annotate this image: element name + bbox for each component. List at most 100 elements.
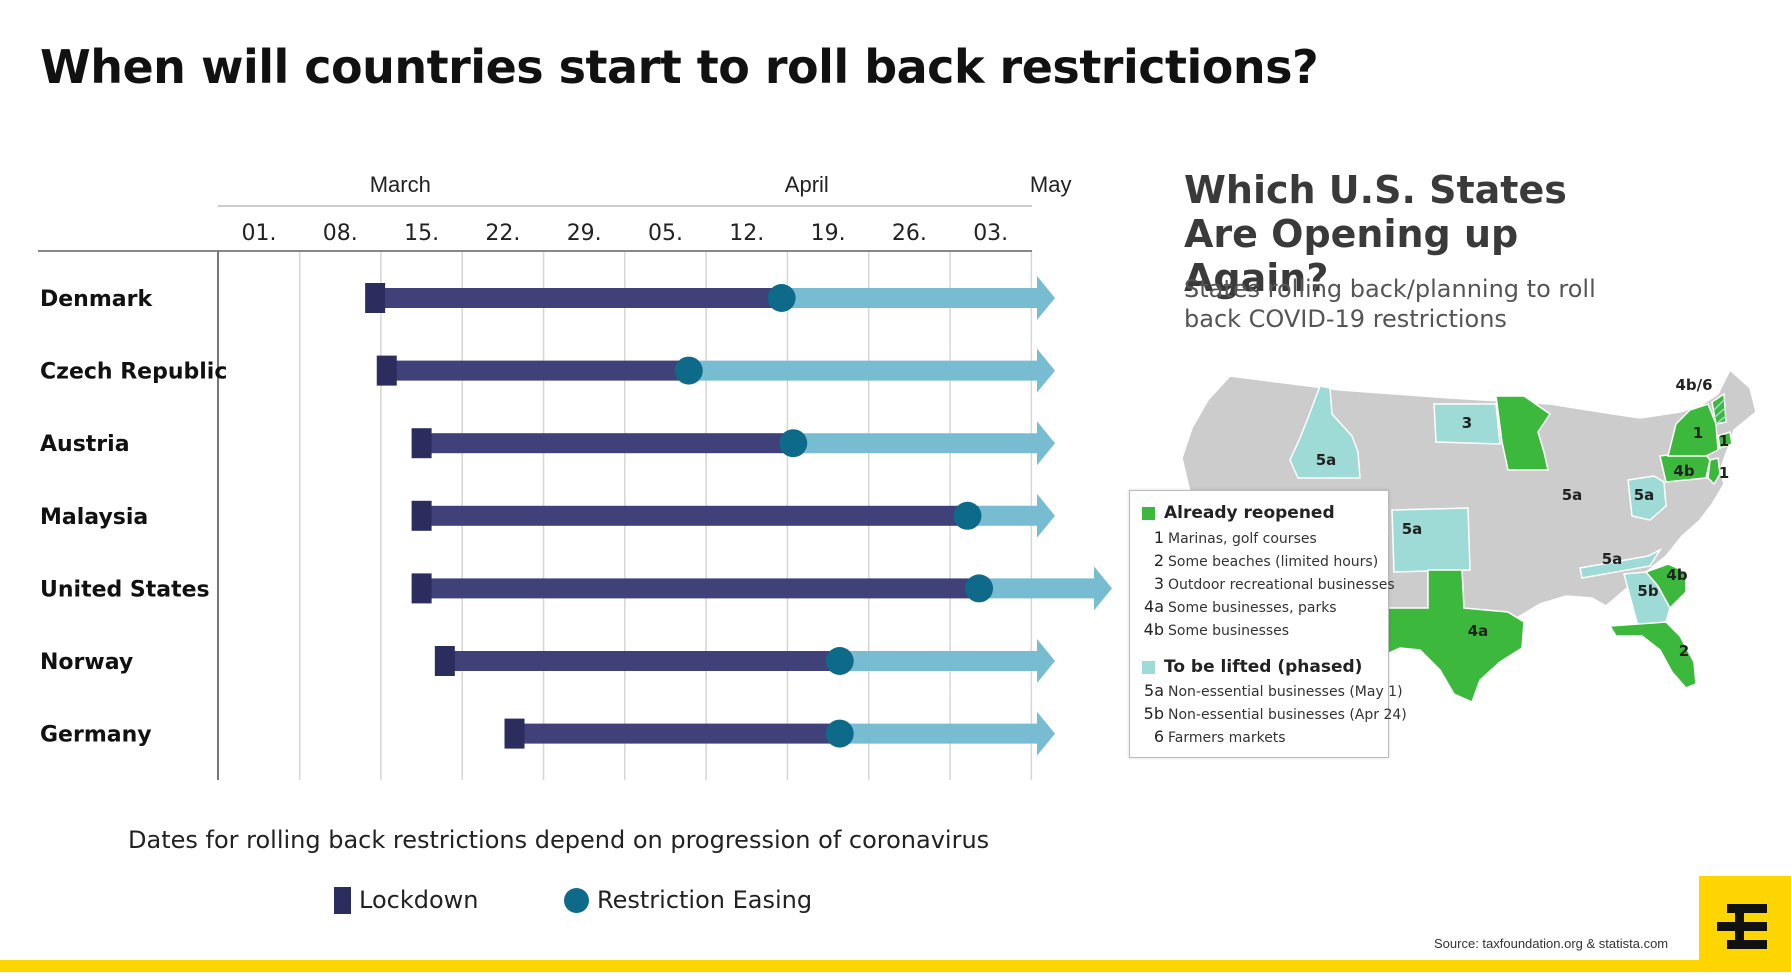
tick-label: 22.	[485, 221, 520, 246]
easing-marker	[674, 356, 703, 385]
month-labels: March April May	[370, 172, 1072, 197]
map-region-label: 5a	[1602, 550, 1623, 568]
country-rows: Denmark Czech Republic Austria Malaysia Unit…	[40, 276, 1112, 756]
legend-item: 4a Some businesses, parks	[1138, 597, 1337, 616]
state-south-carolina	[1644, 563, 1687, 610]
legend-item-code: 4b	[1143, 620, 1164, 639]
map-region-label: 4b/6	[1675, 376, 1712, 394]
easing-marker	[825, 719, 854, 748]
legend-item-code: 5b	[1143, 704, 1164, 723]
lockdown-bar	[421, 505, 968, 526]
map-region-label: 4b	[1666, 566, 1687, 584]
map-region-label: 5a	[1634, 486, 1655, 504]
easing-marker	[825, 647, 854, 675]
lockdown-bar	[421, 433, 794, 454]
map-region-label: 1	[1719, 432, 1729, 450]
map-region-label: 5a	[1562, 486, 1583, 504]
tick-label: 26.	[892, 221, 927, 246]
map-legend: Already reopened 1 Marinas, golf courses…	[1129, 490, 1407, 758]
map-title: Which U.S. States Are Opening up Again?	[1184, 168, 1567, 300]
timeline-chart: March April May 01. 08. 15. 22. 29. 05. 12. 19. 26…	[38, 172, 1112, 780]
country-row: Czech Republic	[40, 348, 1055, 393]
country-row: Norway	[40, 639, 1055, 683]
easing-marker	[953, 501, 982, 530]
legend-item-code: 4a	[1144, 597, 1164, 616]
vermont-hatch	[1713, 399, 1727, 425]
country-label: Czech Republic	[40, 360, 227, 385]
lockdown-bar	[421, 578, 980, 599]
easing-arrow	[979, 566, 1112, 611]
legend-item: 3 Outdoor recreational businesses	[1138, 574, 1395, 593]
legend-item: 2 Some beaches (limited hours)	[1138, 551, 1378, 570]
map-region-label: 5a	[1316, 451, 1337, 469]
state-florida	[1608, 621, 1697, 689]
legend-item: 6 Farmers markets	[1138, 727, 1286, 746]
map-region-label: 4b	[1673, 462, 1694, 480]
legend-item-text: Some businesses, parks	[1168, 600, 1337, 616]
tick-labels: 01. 08. 15. 22. 29. 05. 12. 19. 26. 03.	[242, 221, 1009, 246]
legend-item-code: 2	[1153, 551, 1164, 570]
tick-label: 08.	[323, 221, 358, 246]
map-region-label: 1	[1693, 424, 1703, 442]
legend-item-text: Farmers markets	[1168, 730, 1286, 746]
lockdown-swatch	[334, 886, 351, 914]
legend-lockdown: Lockdown	[334, 886, 478, 914]
month-label: April	[785, 172, 829, 197]
country-row: United States	[40, 566, 1112, 611]
legend-item-text: Some businesses	[1168, 623, 1290, 639]
legend-item: 4b Some businesses	[1138, 620, 1289, 639]
country-label: Norway	[40, 650, 133, 675]
chart-note: Dates for rolling back restrictions depe…	[128, 826, 990, 854]
month-label: March	[370, 172, 431, 197]
map-region-label: 5a	[1402, 520, 1423, 538]
easing-arrow	[688, 348, 1055, 393]
legend-item: 1 Marinas, golf courses	[1138, 528, 1317, 547]
lockdown-bar	[375, 288, 782, 308]
easing-marker	[767, 284, 796, 312]
lockdown-marker	[411, 428, 432, 459]
legend-item-text: Non-essential businesses (Apr 24)	[1168, 707, 1407, 723]
country-label: Malaysia	[40, 505, 148, 530]
lockdown-marker	[411, 573, 432, 604]
state-colorado	[1391, 507, 1471, 573]
easing-arrow	[781, 276, 1055, 320]
logo-icon	[1717, 904, 1767, 949]
country-row: Denmark	[40, 276, 1055, 320]
legend-item-text: Non-essential businesses (May 1)	[1168, 684, 1403, 700]
easing-arrow	[967, 493, 1055, 538]
legend-item-text: Marinas, golf courses	[1168, 531, 1317, 547]
state-ohio	[1627, 475, 1667, 521]
legend-item-code: 1	[1153, 528, 1164, 547]
page-title: When will countries start to roll back r…	[40, 40, 1319, 94]
month-label: May	[1030, 172, 1072, 197]
legend-item: 5b Non-essential businesses (Apr 24)	[1138, 704, 1407, 723]
map-region-label: 5b	[1637, 582, 1658, 600]
state-idaho	[1289, 385, 1361, 479]
easing-arrow	[793, 421, 1055, 466]
legend-item-code: 5a	[1144, 681, 1164, 700]
legend-item: 5a Non-essential businesses (May 1)	[1138, 681, 1403, 700]
state-minnesota	[1495, 395, 1552, 471]
lockdown-bar	[386, 360, 689, 381]
country-label: United States	[40, 577, 210, 602]
legend-item-code: 3	[1153, 574, 1164, 593]
state-connecticut	[1717, 431, 1733, 449]
state-new-jersey	[1707, 457, 1721, 486]
tick-label: 12.	[729, 221, 764, 246]
source-credit: Source: taxfoundation.org & statista.com	[1434, 936, 1669, 951]
map-subtitle: States rolling back/planning to roll bac…	[1184, 275, 1596, 333]
legend-reopened-heading: Already reopened	[1142, 503, 1335, 523]
lockdown-marker	[411, 500, 432, 531]
legend-easing-label: Restriction Easing	[597, 886, 813, 914]
reopened-swatch	[1142, 506, 1155, 520]
lockdown-bar	[514, 723, 840, 744]
easing-marker	[779, 429, 808, 458]
legend-lifted-heading: To be lifted (phased)	[1142, 657, 1362, 677]
easing-swatch	[564, 887, 589, 913]
country-row: Germany	[40, 711, 1055, 756]
tick-label: 05.	[648, 221, 683, 246]
country-row: Malaysia	[40, 493, 1055, 538]
tick-label: 19.	[811, 221, 846, 246]
lockdown-marker	[434, 646, 455, 676]
